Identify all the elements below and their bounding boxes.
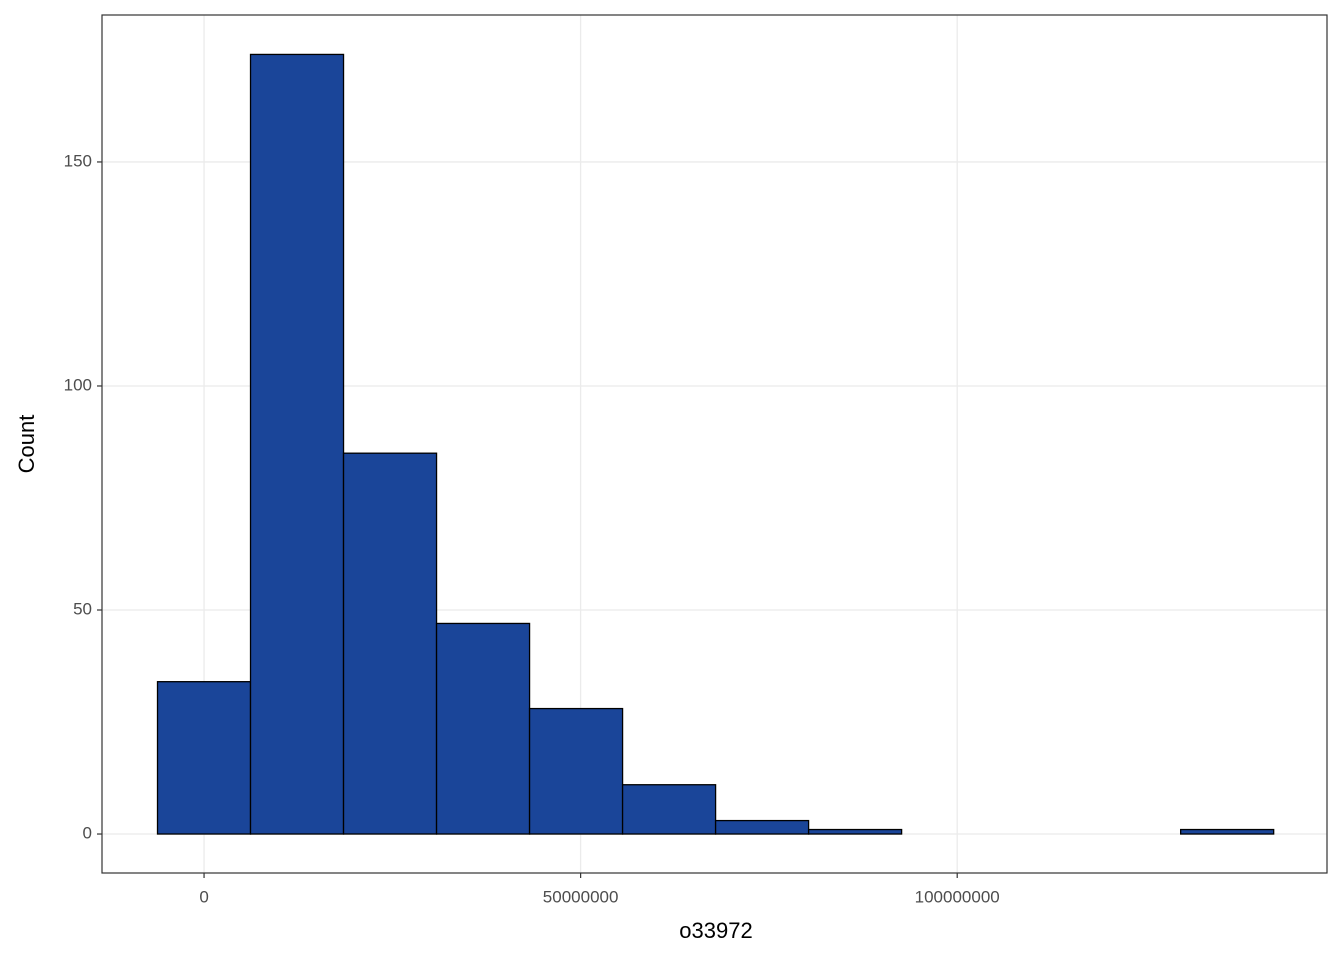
bar [156, 681, 252, 835]
y-tick-label: 0 [83, 824, 92, 843]
y-tick-label: 100 [64, 375, 92, 394]
bars [156, 53, 1275, 835]
bar [714, 819, 810, 835]
y-tick-label: 150 [64, 151, 92, 170]
x-tick-label: 50000000 [543, 887, 619, 906]
y-axis-title: Count [14, 415, 39, 474]
ticks: 0 50 100 150 0 50000000 100000000 [64, 151, 1000, 906]
x-tick-label: 0 [199, 887, 208, 906]
y-tick-label: 50 [73, 599, 92, 618]
x-axis-title: o33972 [679, 918, 752, 943]
bar [621, 784, 717, 835]
bar [342, 452, 438, 835]
x-tick-label: 100000000 [915, 887, 1000, 906]
bar [807, 828, 903, 835]
bar [528, 707, 624, 835]
bar [435, 622, 531, 835]
bar [249, 53, 345, 835]
panel-border [101, 14, 1328, 874]
bar [1180, 828, 1275, 835]
